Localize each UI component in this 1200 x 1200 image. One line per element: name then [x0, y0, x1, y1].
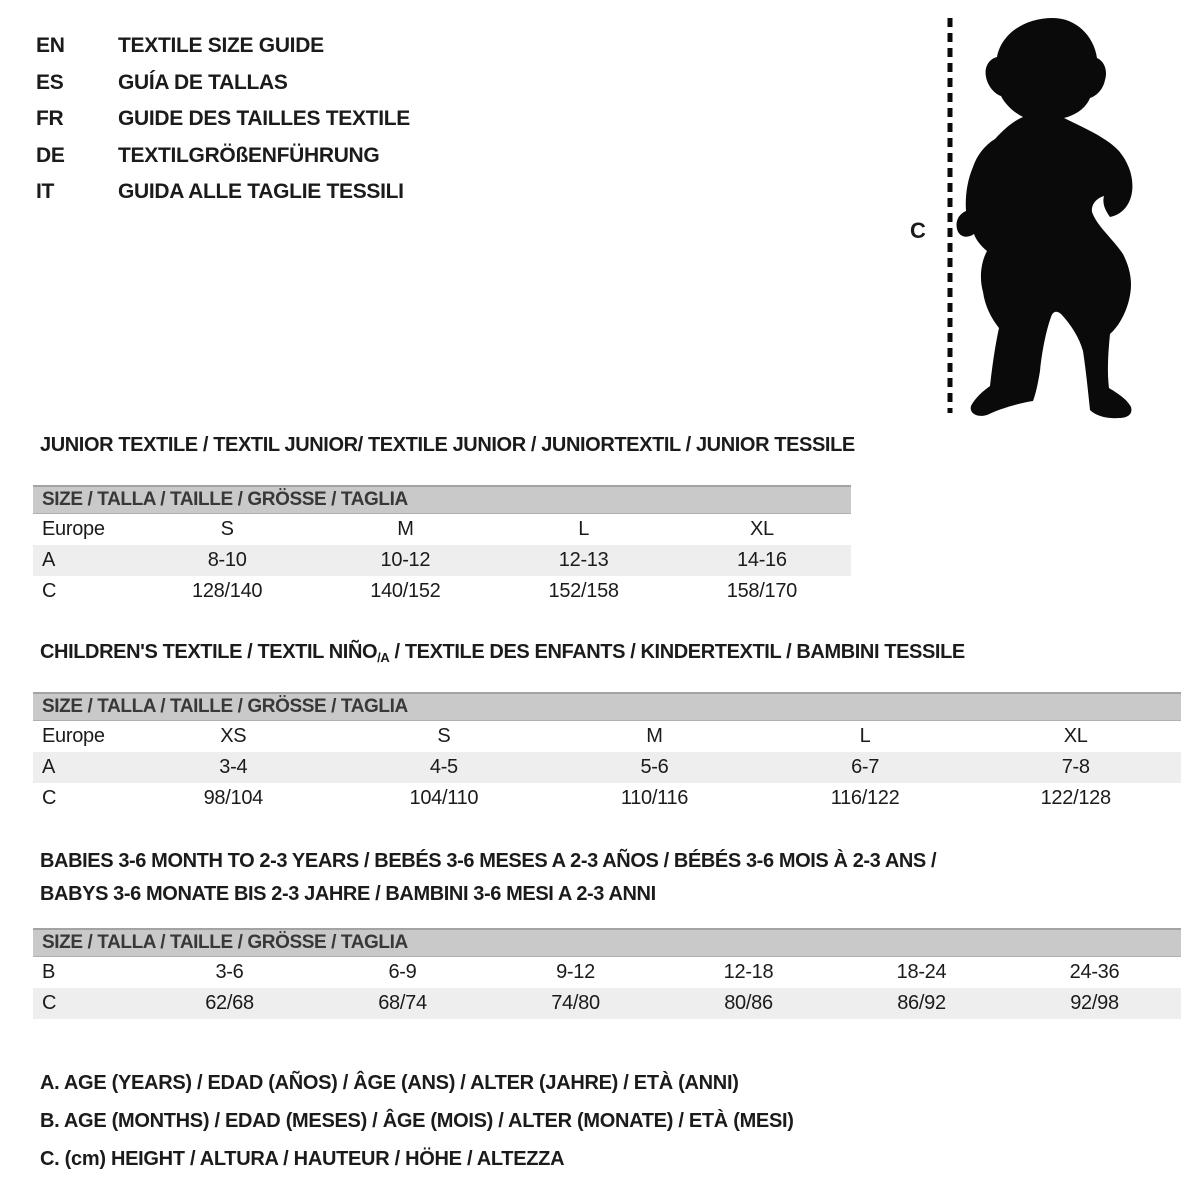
value-cell: 12-13 — [558, 549, 609, 571]
value-cell: 158/170 — [726, 580, 798, 602]
value-cell: 140/152 — [370, 580, 441, 602]
language-title: GUIDE DES TAILLES TEXTILE — [118, 107, 410, 131]
language-title: TEXTILGRÖßENFÜHRUNG — [118, 143, 380, 167]
language-title: GUIDA ALLE TAGLIE TESSILI — [118, 180, 404, 204]
language-title: GUÍA DE TALLAS — [118, 70, 288, 94]
junior-section-title: JUNIOR TEXTILE / TEXTIL JUNIOR/ TEXTILE … — [40, 434, 855, 456]
value-cell: 92/98 — [1070, 992, 1119, 1014]
value-cell: 7-8 — [1061, 756, 1090, 778]
value-cell: 98/104 — [203, 787, 264, 809]
value-cell: 74/80 — [551, 992, 600, 1014]
col-header-cell: XL — [1063, 725, 1088, 747]
table-row-height: C 128/140 140/152 152/158 158/170 — [33, 576, 851, 607]
toddler-silhouette — [956, 18, 1133, 419]
children-title-part2: / TEXTILE DES ENFANTS / KINDERTEXTIL / B… — [389, 641, 966, 663]
table-row-age: A 8-10 10-12 12-13 14-16 — [33, 545, 851, 576]
row-label-cell: Europe — [42, 725, 105, 747]
table-row-age: A 3-4 4-5 5-6 6-7 7-8 — [33, 752, 1181, 783]
value-cell: 110/116 — [620, 787, 689, 809]
children-title-part1: CHILDREN'S TEXTILE / TEXTIL NIÑO — [40, 641, 378, 663]
table-row-age-months: B 3-6 6-9 9-12 12-18 18-24 24-36 — [33, 957, 1181, 988]
height-measure-label: C — [910, 218, 926, 243]
value-cell: 8-10 — [207, 549, 247, 571]
value-cell: 104/110 — [409, 787, 479, 809]
col-header-cell: XL — [749, 518, 774, 540]
value-cell: 68/74 — [378, 992, 427, 1014]
language-row: IT GUIDA ALLE TAGLIE TESSILI — [36, 174, 410, 211]
size-header-bar: SIZE / TALLA / TAILLE / GRÖSSE / TAGLIA — [33, 928, 1181, 957]
value-cell: 4-5 — [429, 756, 458, 778]
babies-title-line1: BABIES 3-6 MONTH TO 2-3 YEARS / BEBÉS 3-… — [40, 850, 937, 872]
language-code: EN — [36, 34, 65, 58]
table-row-height: C 98/104 104/110 110/116 116/122 122/128 — [33, 783, 1181, 814]
language-row: ES GUÍA DE TALLAS — [36, 65, 410, 102]
value-cell: 10-12 — [380, 549, 431, 571]
children-size-table: SIZE / TALLA / TAILLE / GRÖSSE / TAGLIA … — [33, 692, 1181, 814]
legend-line-b: B. AGE (MONTHS) / EDAD (MESES) / ÂGE (MO… — [40, 1110, 794, 1132]
legend-line-c: C. (cm) HEIGHT / ALTURA / HAUTEUR / HÖHE… — [40, 1148, 565, 1170]
value-cell: 122/128 — [1040, 787, 1112, 809]
col-header-cell: M — [646, 725, 663, 747]
table-row-height: C 62/68 68/74 74/80 80/86 86/92 92/98 — [33, 988, 1181, 1019]
value-cell: 9-12 — [556, 961, 595, 983]
babies-size-table: SIZE / TALLA / TAILLE / GRÖSSE / TAGLIA … — [33, 928, 1181, 1019]
value-cell: 24-36 — [1069, 961, 1120, 983]
row-label-cell: C — [42, 787, 57, 809]
language-code: ES — [36, 70, 64, 94]
col-header-cell: L — [578, 518, 590, 540]
children-section-title: CHILDREN'S TEXTILE / TEXTIL NIÑO/A / TEX… — [40, 641, 965, 665]
row-label-cell: A — [42, 756, 56, 778]
babies-title-line2: BABYS 3-6 MONATE BIS 2-3 JAHRE / BAMBINI… — [40, 883, 656, 905]
legend-line-a: A. AGE (YEARS) / EDAD (AÑOS) / ÂGE (ANS)… — [40, 1072, 739, 1094]
value-cell: 116/122 — [830, 787, 900, 809]
col-header-cell: S — [437, 725, 451, 747]
language-code: FR — [36, 107, 64, 131]
measure-legend: A. AGE (YEARS) / EDAD (AÑOS) / ÂGE (ANS)… — [40, 1064, 794, 1178]
value-cell: 80/86 — [724, 992, 773, 1014]
value-cell: 14-16 — [737, 549, 787, 571]
table-row-header: Europe S M L XL — [33, 514, 851, 545]
value-cell: 6-9 — [388, 961, 417, 983]
value-cell: 86/92 — [897, 992, 946, 1014]
value-cell: 152/158 — [548, 580, 620, 602]
row-label-cell: A — [42, 549, 56, 571]
col-header-cell: M — [397, 518, 414, 540]
col-header-cell: L — [859, 725, 871, 747]
junior-size-table: SIZE / TALLA / TAILLE / GRÖSSE / TAGLIA … — [33, 485, 851, 607]
children-title-sub: /A — [377, 650, 390, 665]
value-cell: 3-6 — [215, 961, 244, 983]
language-row: DE TEXTILGRÖßENFÜHRUNG — [36, 138, 410, 175]
language-title: TEXTILE SIZE GUIDE — [118, 34, 324, 58]
value-cell: 12-18 — [723, 961, 774, 983]
language-code: DE — [36, 143, 65, 167]
size-header-bar: SIZE / TALLA / TAILLE / GRÖSSE / TAGLIA — [33, 692, 1181, 721]
value-cell: 18-24 — [896, 961, 947, 983]
language-code: IT — [36, 180, 55, 204]
table-row-header: Europe XS S M L XL — [33, 721, 1181, 752]
col-header-cell: XS — [220, 725, 247, 747]
row-label-cell: Europe — [42, 518, 105, 540]
value-cell: 3-4 — [219, 756, 248, 778]
language-title-list: EN TEXTILE SIZE GUIDE ES GUÍA DE TALLAS … — [36, 28, 410, 211]
value-cell: 5-6 — [640, 756, 669, 778]
value-cell: 128/140 — [192, 580, 263, 602]
babies-section-title: BABIES 3-6 MONTH TO 2-3 YEARS / BEBÉS 3-… — [40, 845, 937, 911]
baby-silhouette-figure — [947, 18, 1133, 419]
value-cell: 62/68 — [205, 992, 254, 1014]
size-header-bar: SIZE / TALLA / TAILLE / GRÖSSE / TAGLIA — [33, 485, 851, 514]
language-row: FR GUIDE DES TAILLES TEXTILE — [36, 101, 410, 138]
row-label-cell: B — [42, 961, 56, 983]
language-row: EN TEXTILE SIZE GUIDE — [36, 28, 410, 65]
col-header-cell: S — [220, 518, 234, 540]
row-label-cell: C — [42, 580, 57, 602]
row-label-cell: C — [42, 992, 57, 1014]
value-cell: 6-7 — [851, 756, 880, 778]
